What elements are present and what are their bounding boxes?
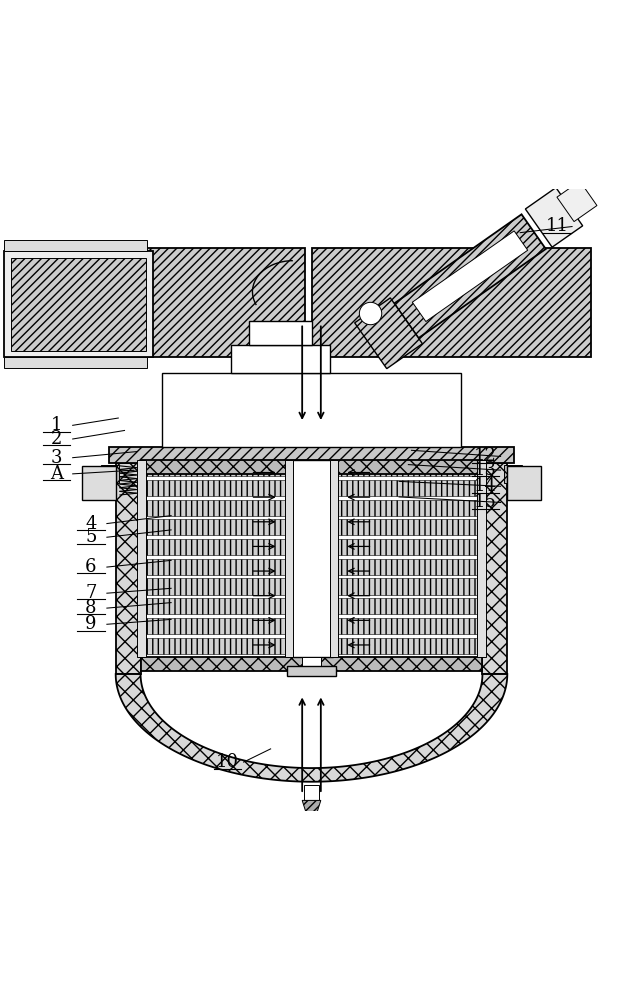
Polygon shape (355, 836, 399, 864)
Polygon shape (557, 181, 597, 222)
Circle shape (359, 302, 382, 325)
Polygon shape (163, 373, 460, 447)
Polygon shape (82, 466, 116, 500)
Polygon shape (26, 248, 305, 357)
Polygon shape (146, 598, 285, 614)
Polygon shape (249, 321, 312, 345)
Text: 4: 4 (85, 515, 97, 533)
Polygon shape (338, 500, 477, 516)
Text: 15: 15 (474, 493, 497, 511)
Polygon shape (116, 463, 141, 674)
Polygon shape (268, 817, 355, 870)
Polygon shape (290, 460, 333, 657)
Polygon shape (507, 466, 541, 500)
Text: 1: 1 (51, 416, 62, 434)
Polygon shape (101, 465, 120, 483)
Polygon shape (482, 463, 507, 674)
Polygon shape (141, 657, 482, 671)
Polygon shape (396, 833, 407, 867)
Polygon shape (231, 345, 330, 373)
Polygon shape (4, 357, 147, 368)
Polygon shape (287, 666, 336, 676)
Text: 9: 9 (85, 615, 97, 633)
Polygon shape (338, 638, 477, 654)
Polygon shape (394, 214, 546, 338)
Polygon shape (338, 598, 477, 614)
Polygon shape (138, 460, 146, 657)
Text: 14: 14 (474, 477, 497, 495)
Polygon shape (412, 231, 528, 322)
Polygon shape (338, 519, 477, 535)
Polygon shape (503, 465, 522, 483)
Polygon shape (4, 240, 147, 251)
Polygon shape (146, 618, 285, 634)
Polygon shape (146, 539, 285, 555)
Polygon shape (338, 559, 477, 575)
Text: 13: 13 (474, 461, 497, 479)
Text: 11: 11 (546, 217, 569, 235)
Polygon shape (477, 460, 485, 657)
Text: 5: 5 (85, 528, 97, 546)
Polygon shape (146, 480, 285, 496)
Polygon shape (146, 519, 285, 535)
Polygon shape (338, 618, 477, 634)
Polygon shape (146, 638, 285, 654)
Polygon shape (312, 248, 591, 357)
Text: 7: 7 (85, 584, 97, 602)
Text: 6: 6 (85, 558, 97, 576)
Text: 3: 3 (51, 449, 62, 467)
Polygon shape (11, 258, 146, 351)
Polygon shape (4, 251, 153, 357)
Polygon shape (330, 460, 338, 657)
Text: 10: 10 (216, 753, 239, 771)
Polygon shape (146, 559, 285, 575)
Polygon shape (525, 188, 583, 247)
Text: 8: 8 (85, 599, 97, 617)
Text: A: A (50, 465, 63, 483)
Polygon shape (354, 298, 422, 369)
Polygon shape (304, 785, 319, 800)
Text: 2: 2 (51, 430, 62, 448)
Polygon shape (146, 578, 285, 595)
Polygon shape (338, 460, 477, 476)
Polygon shape (116, 674, 507, 782)
Polygon shape (110, 447, 513, 463)
Polygon shape (141, 460, 482, 474)
Polygon shape (338, 578, 477, 595)
Polygon shape (285, 460, 293, 657)
Text: 12: 12 (474, 447, 497, 465)
Polygon shape (304, 870, 319, 886)
Polygon shape (338, 480, 477, 496)
Polygon shape (146, 460, 285, 476)
Polygon shape (146, 500, 285, 516)
Polygon shape (338, 539, 477, 555)
Polygon shape (302, 800, 321, 814)
Polygon shape (302, 657, 321, 674)
